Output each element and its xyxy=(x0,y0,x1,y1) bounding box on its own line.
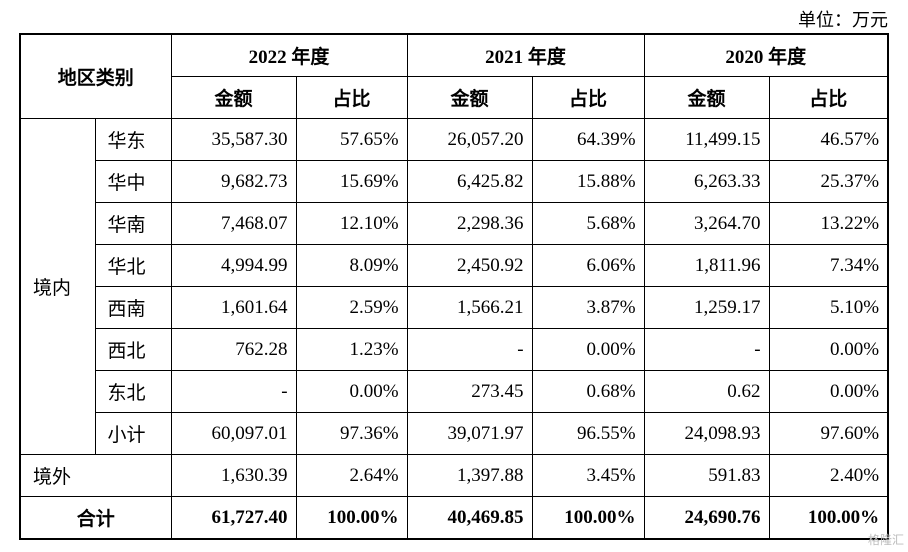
table-cell: 39,071.97 xyxy=(406,412,533,455)
table-cell: 5.68% xyxy=(531,202,645,245)
header-region-type: 地区类别 xyxy=(19,33,172,119)
table-cell: 762.28 xyxy=(170,328,297,371)
table-cell: 5.10% xyxy=(768,286,889,329)
header-amount: 金额 xyxy=(643,76,770,119)
table-cell: 1,259.17 xyxy=(643,286,770,329)
table-row: 华北 4,994.99 8.09% 2,450.92 6.06% 1,811.96 7.34… xyxy=(20,244,889,287)
table-cell: 9,682.73 xyxy=(170,160,297,203)
table-cell: 97.36% xyxy=(295,412,408,455)
header-year-2021: 2021 年度 xyxy=(406,33,645,77)
table-cell: 57.65% xyxy=(295,118,408,161)
table-cell: 1.23% xyxy=(295,328,408,371)
table-cell: 0.00% xyxy=(768,328,889,371)
region-cell: 华东 xyxy=(94,118,172,161)
table-cell: 0.00% xyxy=(295,370,408,413)
table-cell: 97.60% xyxy=(768,412,889,455)
table-cell: 15.69% xyxy=(295,160,408,203)
table-cell: 1,397.88 xyxy=(406,454,533,497)
header-ratio: 占比 xyxy=(768,76,889,119)
table-cell: 2.40% xyxy=(768,454,889,497)
table-cell: 24,098.93 xyxy=(643,412,770,455)
region-cell: 东北 xyxy=(94,370,172,413)
table-cell: - xyxy=(406,328,533,371)
unit-label: 单位：万元 xyxy=(798,10,888,30)
table-cell: 100.00% xyxy=(768,496,889,540)
table-cell: 3.87% xyxy=(531,286,645,329)
table-cell: 1,630.39 xyxy=(170,454,297,497)
table-cell: 40,469.85 xyxy=(406,496,533,540)
overseas-label: 境外 xyxy=(19,454,172,497)
regional-revenue-table: 地区类别 2022 年度 2021 年度 2020 年度 金额 占比 金额 占比… xyxy=(19,33,890,540)
header-year-2022: 2022 年度 xyxy=(170,33,408,77)
table-cell: 25.37% xyxy=(768,160,889,203)
table-cell: 2.64% xyxy=(295,454,408,497)
table-cell: 2,450.92 xyxy=(406,244,533,287)
table-cell: 1,811.96 xyxy=(643,244,770,287)
table-cell: 0.62 xyxy=(643,370,770,413)
table-cell: 2.59% xyxy=(295,286,408,329)
table-cell: 13.22% xyxy=(768,202,889,245)
table-cell: 4,994.99 xyxy=(170,244,297,287)
table-cell: 15.88% xyxy=(531,160,645,203)
region-cell: 西北 xyxy=(94,328,172,371)
table-row: 境外 1,630.39 2.64% 1,397.88 3.45% 591.83 2.40% xyxy=(19,454,889,497)
table-cell: 6,425.82 xyxy=(406,160,533,203)
total-row: 合计 61,727.40 100.00% 40,469.85 100.00% 2… xyxy=(19,496,889,540)
table-cell: 273.45 xyxy=(406,370,533,413)
table-row: 境内 华东 35,587.30 57.65% 26,057.20 64.39% 11,499… xyxy=(19,118,889,455)
table-cell: 11,499.15 xyxy=(643,118,770,161)
region-cell: 华中 xyxy=(94,160,172,203)
table-row: 东北 -0.00% 273.45 0.68% 0.62 0.00% xyxy=(20,370,889,413)
table-cell: 100.00% xyxy=(295,496,408,540)
table-cell: 12.10% xyxy=(295,202,408,245)
table-row: 华南 7,468.07 12.10% 2,298.36 5.68% 3,264.70 13.… xyxy=(20,202,889,245)
table-row: 小计 60,097.01 97.36% 39,071.97 96.55% 24,098.9… xyxy=(20,412,889,455)
table-cell: 24,690.76 xyxy=(643,496,770,540)
table-cell: 7.34% xyxy=(768,244,889,287)
table-cell: 3.45% xyxy=(531,454,645,497)
table-cell: 0.00% xyxy=(768,370,889,413)
table-cell: 46.57% xyxy=(768,118,889,161)
table-cell: 6.06% xyxy=(531,244,645,287)
header-ratio: 占比 xyxy=(295,76,408,119)
table-cell: 96.55% xyxy=(531,412,645,455)
table-cell: 100.00% xyxy=(531,496,645,540)
header-ratio: 占比 xyxy=(531,76,645,119)
table-cell: 8.09% xyxy=(295,244,408,287)
table-cell: 7,468.07 xyxy=(170,202,297,245)
region-cell: 华北 xyxy=(94,244,172,287)
total-label: 合计 xyxy=(19,496,172,540)
header-year-2020: 2020 年度 xyxy=(643,33,889,77)
region-cell: 华南 xyxy=(94,202,172,245)
table-cell: 60,097.01 xyxy=(170,412,297,455)
table-cell: - xyxy=(170,370,297,413)
table-row: 西南 1,601.64 2.59% 1,566.21 3.87% 1,259.17 5.10… xyxy=(20,286,889,329)
table-cell: 591.83 xyxy=(643,454,770,497)
watermark-logo: 格隆汇 xyxy=(867,533,904,547)
table-cell: 64.39% xyxy=(531,118,645,161)
region-cell: 小计 xyxy=(94,412,172,455)
table-row: 华中 9,682.73 15.69% 6,425.82 15.88% 6,263.33 25… xyxy=(20,160,889,203)
table-cell: 2,298.36 xyxy=(406,202,533,245)
table-cell: 0.68% xyxy=(531,370,645,413)
table-cell: - xyxy=(643,328,770,371)
table-cell: 26,057.20 xyxy=(406,118,533,161)
header-amount: 金额 xyxy=(406,76,533,119)
table-cell: 1,601.64 xyxy=(170,286,297,329)
table-cell: 6,263.33 xyxy=(643,160,770,203)
header-amount: 金额 xyxy=(170,76,297,119)
table-cell: 3,264.70 xyxy=(643,202,770,245)
table-cell: 61,727.40 xyxy=(170,496,297,540)
region-cell: 西南 xyxy=(94,286,172,329)
table-row: 西北 762.28 1.23% -0.00% -0.00% xyxy=(20,328,889,371)
domestic-label: 境内 xyxy=(19,118,96,455)
table-cell: 1,566.21 xyxy=(406,286,533,329)
table-cell: 0.00% xyxy=(531,328,645,371)
table-cell: 35,587.30 xyxy=(170,118,297,161)
